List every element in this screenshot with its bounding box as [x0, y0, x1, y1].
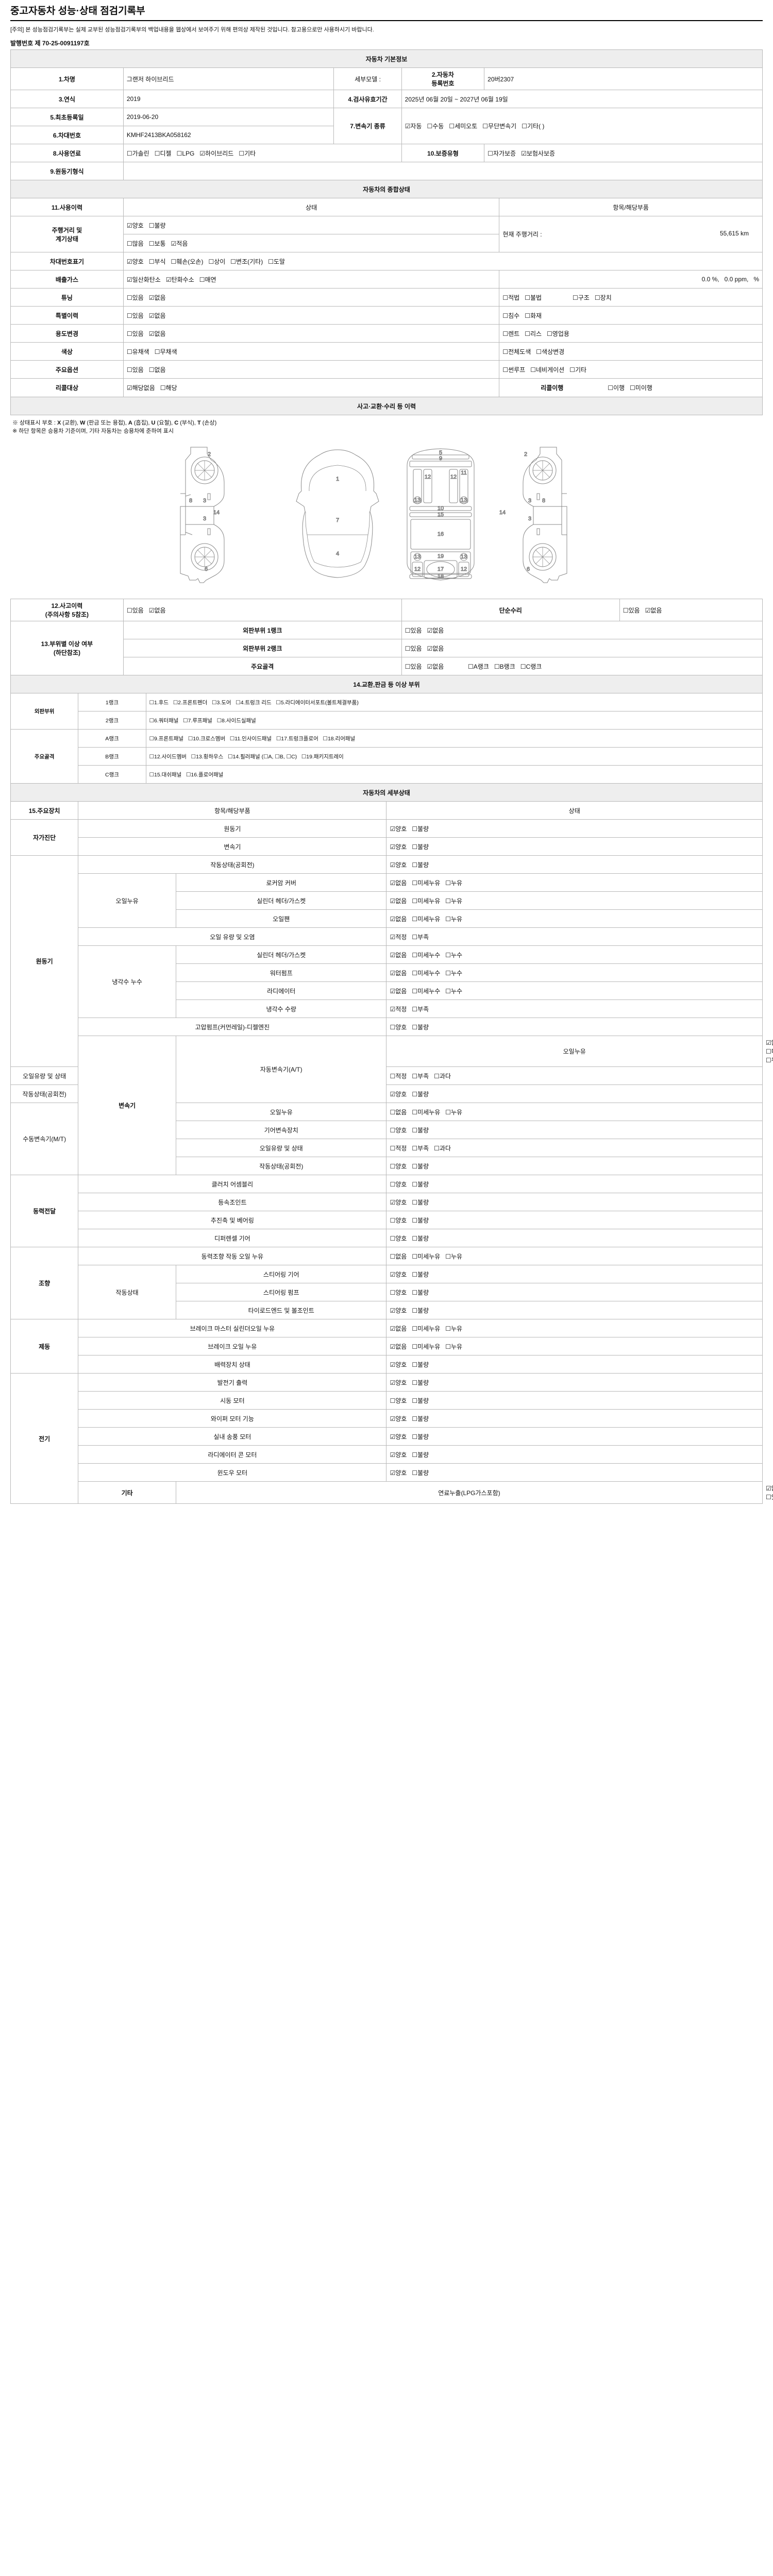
svg-text:2: 2 [524, 451, 527, 457]
svg-text:1: 1 [336, 476, 339, 482]
svg-text:13: 13 [414, 497, 421, 503]
svg-text:12: 12 [450, 474, 457, 480]
svg-text:7: 7 [336, 517, 339, 523]
svg-text:13: 13 [414, 554, 421, 560]
svg-text:11: 11 [461, 470, 466, 476]
svg-text:19: 19 [438, 553, 444, 560]
svg-text:8: 8 [189, 498, 192, 504]
svg-text:17: 17 [438, 566, 444, 572]
svg-text:14: 14 [499, 510, 506, 516]
svg-text:15: 15 [438, 512, 444, 518]
svg-text:12: 12 [461, 566, 467, 572]
svg-text:13: 13 [461, 554, 467, 560]
svg-text:10: 10 [438, 505, 444, 512]
svg-text:3: 3 [203, 516, 206, 522]
svg-text:3: 3 [203, 498, 206, 504]
svg-text:3: 3 [528, 516, 531, 522]
svg-text:12: 12 [414, 566, 421, 572]
svg-text:8: 8 [542, 498, 545, 504]
svg-text:3: 3 [528, 498, 531, 504]
svg-text:13: 13 [461, 497, 467, 503]
svg-text:16: 16 [438, 531, 444, 537]
svg-text:2: 2 [208, 451, 211, 457]
svg-text:18: 18 [438, 573, 444, 580]
svg-text:6: 6 [527, 566, 530, 572]
svg-text:9: 9 [439, 455, 442, 462]
svg-text:14: 14 [213, 510, 220, 516]
svg-text:12: 12 [425, 474, 431, 480]
svg-text:4: 4 [336, 551, 339, 557]
svg-text:6: 6 [205, 566, 208, 572]
